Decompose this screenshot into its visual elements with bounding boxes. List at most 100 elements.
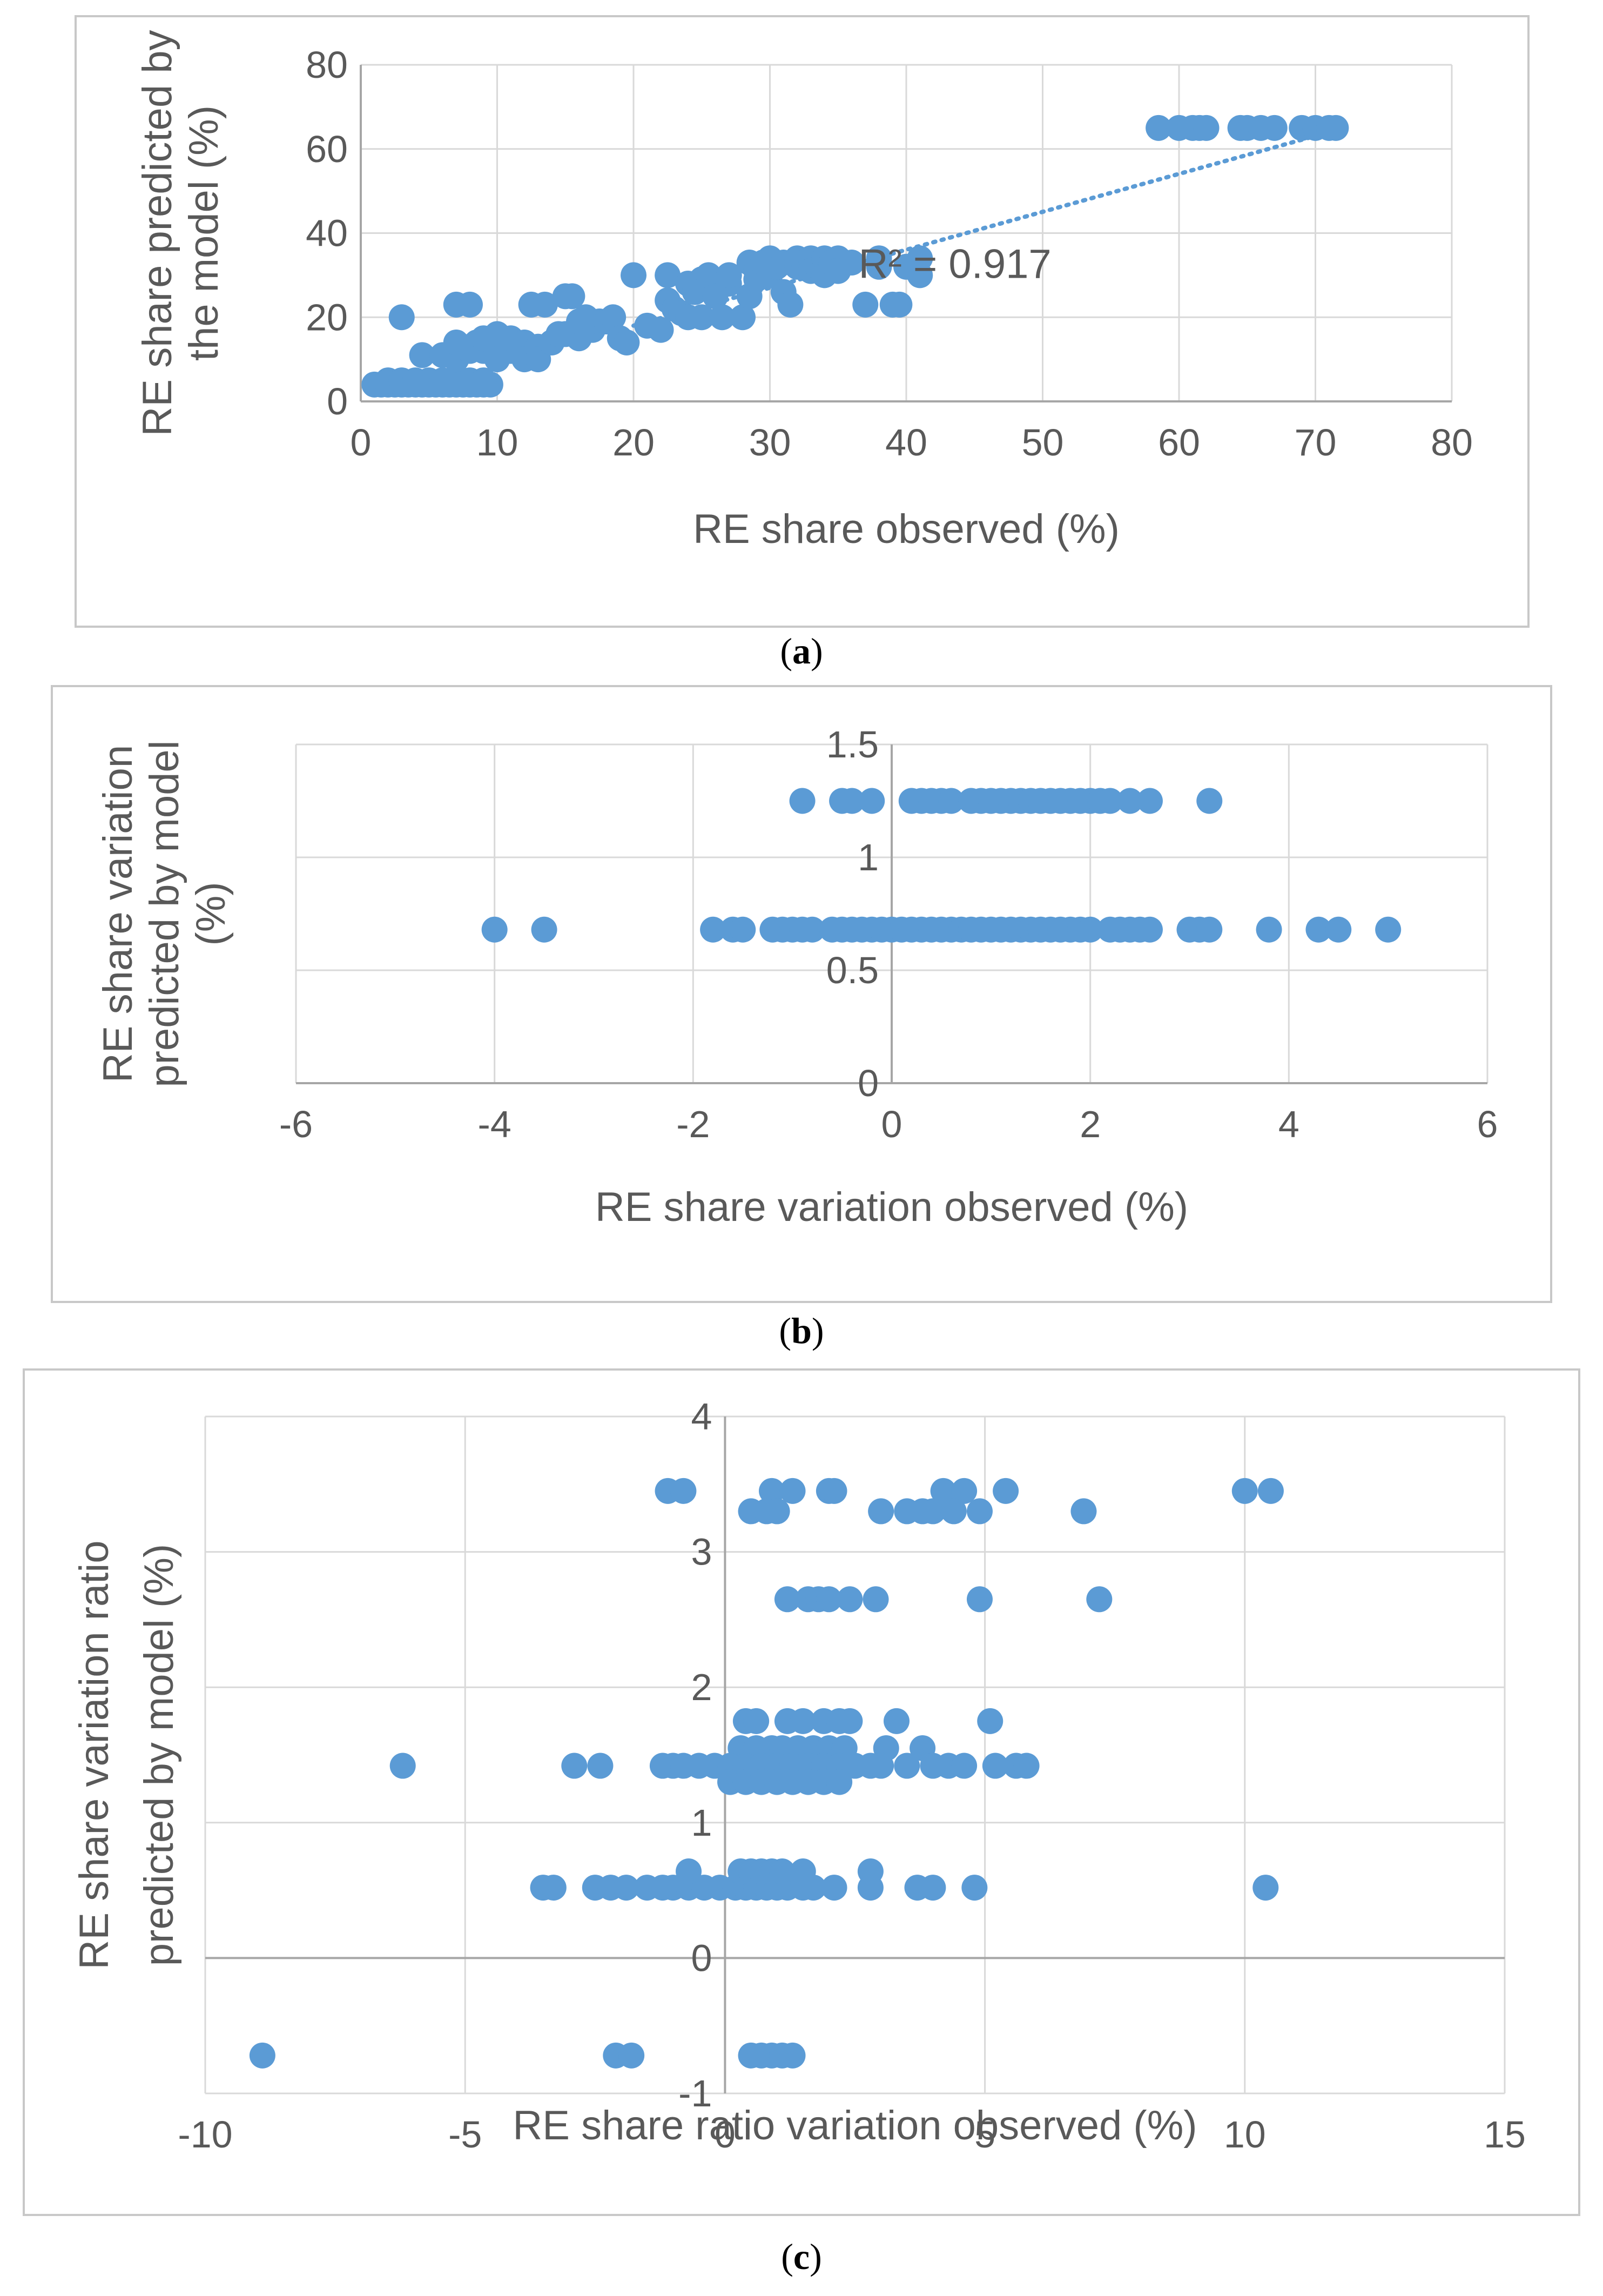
y-tick-label: 0.5 — [826, 949, 879, 991]
x-tick-label: 0 — [715, 2113, 736, 2156]
data-point — [894, 1753, 920, 1779]
y-tick-label: 40 — [306, 212, 348, 254]
data-point — [940, 1498, 967, 1525]
data-point — [613, 1875, 639, 1901]
x-tick-label: -4 — [478, 1103, 511, 1145]
data-point — [700, 916, 726, 943]
data-point — [600, 304, 627, 331]
data-point — [1375, 916, 1402, 943]
data-point — [1196, 916, 1223, 943]
data-point — [799, 916, 825, 943]
x-tick-label: 10 — [1224, 2113, 1266, 2156]
y-axis-title-line: RE share predicted by — [134, 30, 180, 437]
data-point — [1086, 1586, 1113, 1613]
data-point — [730, 916, 756, 943]
x-tick-label: -6 — [279, 1103, 313, 1145]
x-tick-label: -2 — [676, 1103, 710, 1145]
x-axis-title: RE share variation observed (%) — [595, 1184, 1188, 1230]
data-point — [764, 1498, 790, 1525]
y-tick-label: 20 — [306, 296, 348, 338]
data-point — [839, 788, 865, 814]
x-tick-label: 4 — [1278, 1103, 1299, 1145]
y-axis-title-line: predicted by model (%) — [136, 1544, 182, 1966]
x-tick-label: -5 — [448, 2113, 482, 2156]
data-point — [709, 304, 736, 331]
data-point — [816, 1586, 842, 1613]
data-point — [730, 304, 756, 331]
data-point — [774, 1586, 800, 1613]
y-axis-title-line: the model (%) — [181, 105, 227, 361]
data-point — [920, 1498, 946, 1525]
data-point — [676, 1858, 702, 1885]
data-point — [540, 1875, 567, 1901]
data-point — [789, 788, 816, 814]
data-point — [409, 342, 435, 368]
x-tick-label: 20 — [612, 421, 655, 464]
data-point — [1231, 1478, 1258, 1504]
data-point — [743, 1708, 770, 1734]
data-point — [938, 788, 965, 814]
data-point — [389, 1753, 416, 1779]
panel-label: (a) — [780, 630, 823, 672]
data-point — [1193, 115, 1220, 141]
data-point — [826, 1769, 853, 1795]
data-point — [470, 367, 497, 394]
data-point — [531, 291, 558, 318]
data-point — [966, 1498, 993, 1525]
y-tick-label: 0 — [858, 1062, 879, 1104]
data-point — [863, 1586, 889, 1613]
data-point — [961, 1875, 988, 1901]
y-tick-label: 0 — [327, 380, 348, 422]
data-point — [670, 1478, 697, 1504]
data-point — [907, 262, 933, 288]
data-point — [1070, 1498, 1097, 1525]
data-point — [982, 1753, 1008, 1779]
data-point — [655, 262, 681, 288]
data-point — [1196, 788, 1223, 814]
data-point — [759, 1478, 785, 1504]
data-point — [951, 1478, 978, 1504]
data-point — [868, 1498, 894, 1525]
data-point — [481, 916, 508, 943]
x-tick-label: 15 — [1484, 2113, 1526, 2156]
y-axis-title-line: RE share variation ratio — [71, 1540, 117, 1969]
data-point — [1305, 916, 1332, 943]
data-point — [837, 1586, 863, 1613]
x-tick-label: 6 — [1477, 1103, 1498, 1145]
y-tick-label: 1.5 — [826, 723, 879, 766]
chart-panel-b: 0 0.5 1 1.5 -6 -4 -2 0 2 4 6 RE share variation obs… — [51, 685, 1552, 1351]
data-point — [868, 1753, 894, 1779]
data-point — [859, 788, 885, 814]
data-point — [883, 1708, 910, 1734]
data-point — [559, 283, 585, 310]
data-point — [977, 1708, 1003, 1734]
data-point — [1117, 788, 1143, 814]
data-point — [1252, 1875, 1279, 1901]
data-point — [1325, 916, 1352, 943]
data-point — [930, 1478, 957, 1504]
data-point — [821, 1478, 847, 1504]
y-tick-label: 1 — [691, 1802, 712, 1844]
data-point — [716, 262, 742, 288]
x-tick-label: 10 — [476, 421, 518, 464]
r-squared-annotation: R² = 0.917 — [859, 241, 1052, 287]
panel-label: (c) — [781, 2236, 822, 2277]
y-tick-label: 60 — [306, 128, 348, 170]
x-tick-label: 60 — [1158, 421, 1200, 464]
x-tick-label: 50 — [1022, 421, 1064, 464]
data-point — [531, 916, 557, 943]
data-point — [852, 291, 879, 318]
y-tick-label: -1 — [678, 2072, 712, 2114]
data-point — [1261, 115, 1288, 141]
data-point — [951, 1753, 978, 1779]
x-tick-label: 30 — [749, 421, 791, 464]
data-point — [689, 304, 715, 331]
data-point — [779, 1478, 806, 1504]
data-point — [1323, 115, 1349, 141]
x-tick-label: 40 — [885, 421, 927, 464]
data-point — [857, 1858, 884, 1885]
data-point — [1136, 916, 1163, 943]
chart-frame — [75, 15, 1530, 628]
data-point — [1136, 788, 1163, 814]
